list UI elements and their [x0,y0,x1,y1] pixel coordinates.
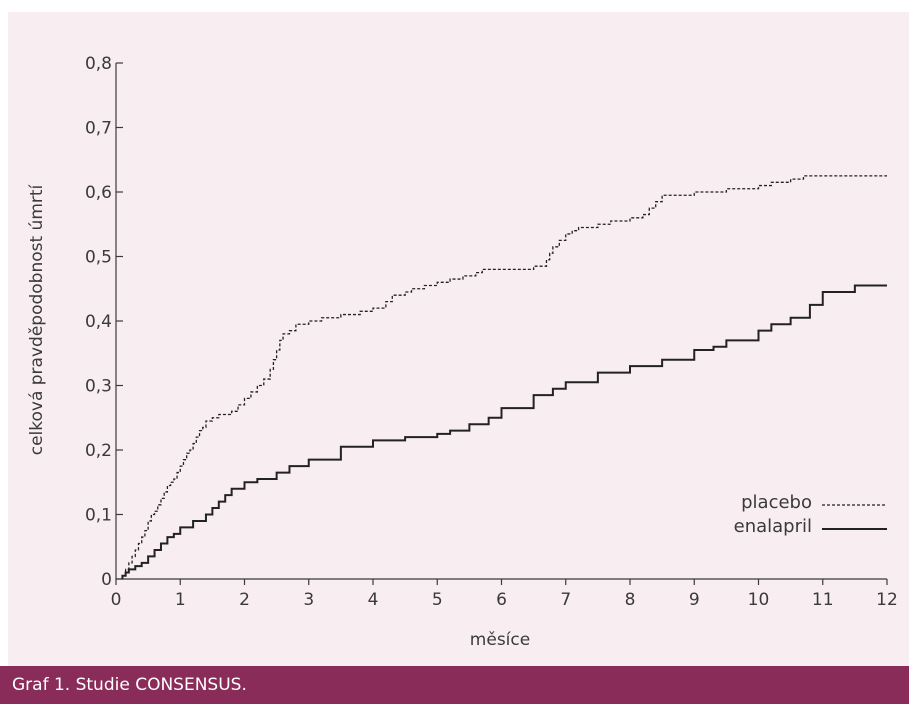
x-tick-label: 11 [812,590,834,610]
x-tick-label: 4 [368,590,379,610]
y-tick-label: 0,6 [85,183,112,203]
y-tick-label: 0,4 [85,312,112,332]
x-tick-label: 1 [175,590,186,610]
y-axis-title: celková pravděpodobnost úmrtí [27,183,47,455]
legend-item-placebo: placebo [741,492,887,513]
y-tick-label: 0,7 [85,119,112,139]
x-tick-label: 8 [625,590,636,610]
axes: 00,10,20,30,40,50,60,70,8 0 1 2 3 4 5 6 7 8 9 10 11… [85,54,898,610]
x-tick-label: 6 [496,590,507,610]
x-tick-label: 2 [239,590,250,610]
series-line-enalapril [121,284,887,579]
chart: 00,10,20,30,40,50,60,70,8 0 1 2 3 4 5 6 7 8 9 10 11… [27,54,898,650]
x-tick-label: 0 [111,590,122,610]
y-tick-label: 0,2 [85,441,112,461]
y-tick-label: 0,5 [85,248,112,268]
series-group [121,175,887,579]
x-tick-label: 9 [689,590,700,610]
y-tick-label: 0,3 [85,377,112,397]
legend-item-enalapril: enalapril [734,516,887,537]
x-ticks: 0 1 2 3 4 5 6 7 8 9 10 11 12 [111,579,898,610]
legend-label-placebo: placebo [741,492,812,513]
x-axis-title: měsíce [470,630,530,650]
series-line-placebo [121,175,887,579]
x-tick-label: 5 [432,590,443,610]
x-tick-label: 12 [876,590,898,610]
y-ticks: 0 0,1 0,2 0,3 0,4 0,5 0,6 0,7 0,8 [85,54,123,590]
y-tick-label: 0,1 [85,506,112,526]
x-tick-label: 10 [748,590,770,610]
x-tick-label: 3 [303,590,314,610]
figure-caption: Graf 1. Studie CONSENSUS. [0,666,909,704]
y-tick-label: 0 [101,570,112,590]
x-tick-label: 7 [560,590,571,610]
y-tick-label: 0,8 [85,54,112,74]
legend-label-enalapril: enalapril [734,516,812,537]
legend: placebo enalapril [734,492,887,537]
